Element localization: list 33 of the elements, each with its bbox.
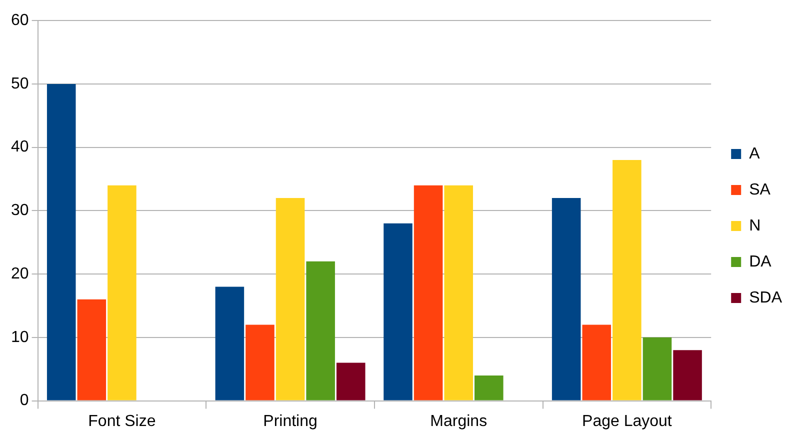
- legend-label: A: [749, 145, 760, 162]
- bar: [474, 375, 504, 400]
- bar: [108, 185, 136, 400]
- bar: [642, 337, 672, 400]
- bar: [444, 185, 474, 400]
- y-tick-label: 10: [11, 328, 29, 346]
- bar: [215, 286, 244, 400]
- x-tick-label: Margins: [430, 412, 488, 430]
- x-tick-label: Printing: [263, 412, 318, 430]
- bar: [384, 223, 412, 400]
- y-tick-label: 30: [11, 202, 29, 220]
- bar: [306, 261, 335, 400]
- bar: [673, 350, 702, 400]
- y-tick-label: 40: [11, 138, 29, 156]
- y-tick-label: 60: [11, 12, 29, 30]
- x-tick-label: Page Layout: [582, 412, 672, 430]
- bar: [336, 362, 366, 400]
- bar: [77, 299, 106, 400]
- legend-label: N: [749, 217, 761, 234]
- legend-label: DA: [749, 253, 772, 270]
- legend-label: SDA: [749, 289, 782, 306]
- y-tick-label: 0: [20, 392, 29, 410]
- x-tick-label: Font Size: [88, 412, 156, 430]
- legend-label: SA: [749, 181, 771, 198]
- bar: [552, 198, 581, 400]
- bar: [46, 84, 76, 400]
- bar: [582, 324, 612, 400]
- y-tick-label: 20: [11, 265, 29, 282]
- bar: [612, 160, 642, 400]
- bar: [246, 324, 274, 400]
- y-tick-label: 50: [11, 75, 29, 92]
- bar: [276, 198, 305, 400]
- bar: [414, 185, 443, 400]
